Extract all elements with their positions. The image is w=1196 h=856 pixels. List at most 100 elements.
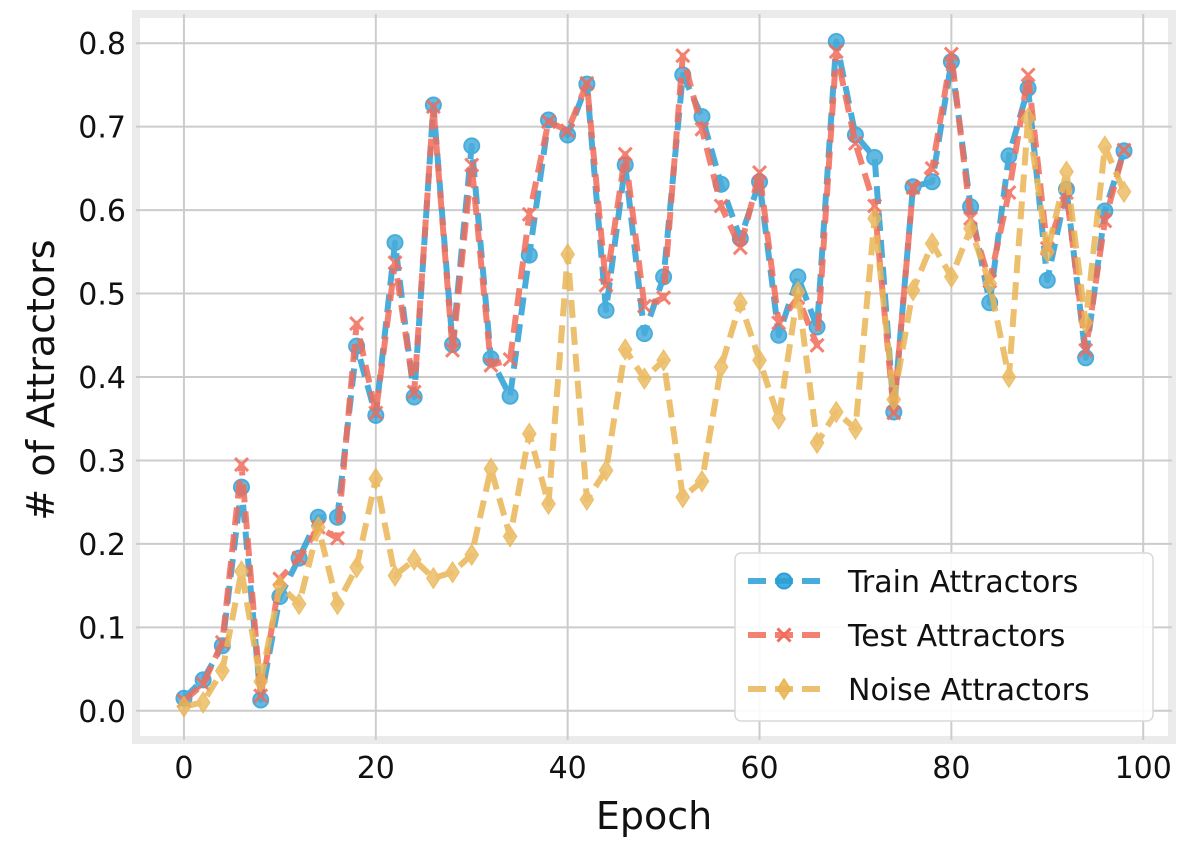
data-point-noise (617, 338, 633, 361)
data-point-noise (809, 431, 825, 455)
y-tick-label: 0.7 (78, 111, 126, 146)
data-point-noise (886, 388, 902, 411)
x-axis-label: Epoch (596, 794, 712, 838)
data-point-test (521, 206, 537, 222)
data-point-noise (982, 272, 998, 295)
data-point-noise (291, 592, 307, 616)
data-point-test (732, 240, 748, 256)
data-point-noise (943, 265, 959, 289)
data-point-noise (867, 207, 883, 230)
data-point-test (809, 337, 825, 353)
data-point-test (502, 351, 518, 368)
x-tick-label: 20 (357, 751, 395, 786)
legend-marker-train (775, 572, 793, 590)
data-point-noise (732, 291, 748, 315)
data-point-test (349, 316, 365, 332)
data-point-test (694, 121, 710, 137)
data-point-noise (790, 280, 806, 304)
data-point-noise (752, 348, 767, 372)
data-point-noise (1039, 240, 1055, 264)
data-point-test (444, 342, 461, 358)
data-point-test (675, 48, 691, 64)
data-point-noise (637, 367, 652, 391)
data-point-train (923, 173, 941, 191)
y-tick-label: 0.3 (78, 444, 126, 479)
data-point-noise (1001, 365, 1017, 389)
data-point-noise (1078, 311, 1094, 335)
data-point-test (195, 676, 211, 692)
data-point-train (386, 234, 404, 252)
data-point-noise (905, 278, 921, 302)
y-tick-label: 0.4 (78, 361, 126, 396)
data-point-noise (771, 407, 787, 431)
data-point-test (828, 43, 844, 60)
data-point-noise (445, 560, 460, 584)
y-tick-label: 0.2 (78, 528, 126, 563)
data-point-test (905, 180, 921, 196)
series-test (176, 43, 1132, 709)
data-point-noise (1020, 106, 1036, 130)
data-point-train (501, 387, 519, 405)
data-point-noise (848, 417, 863, 441)
data-point-test (713, 198, 729, 214)
y-tick-label: 0.1 (78, 611, 126, 646)
data-point-noise (828, 400, 844, 424)
data-point-test (751, 164, 768, 181)
x-tick-label: 60 (740, 751, 778, 786)
data-point-noise (560, 242, 576, 266)
data-point-noise (272, 574, 288, 597)
x-tick-label: 100 (1115, 751, 1172, 786)
data-point-noise (483, 457, 499, 481)
data-point-test (1001, 185, 1017, 201)
data-point-test (943, 46, 959, 62)
data-point-noise (310, 515, 326, 539)
data-point-noise (349, 555, 365, 579)
data-point-test (1097, 213, 1113, 229)
data-point-noise (406, 548, 422, 572)
data-point-noise (330, 592, 345, 616)
data-point-test (291, 550, 307, 566)
data-point-train (367, 406, 385, 424)
series-layer (175, 33, 1133, 718)
legend-label-train: Train Attractors (847, 565, 1078, 600)
data-point-test (387, 255, 403, 271)
series-line-noise (183, 115, 1127, 710)
data-point-noise (963, 217, 978, 240)
data-point-noise (1097, 135, 1113, 159)
data-point-train (1038, 271, 1056, 289)
data-point-noise (1059, 160, 1074, 184)
data-point-test (1020, 67, 1036, 83)
legend-box (734, 552, 1154, 722)
data-point-train (635, 325, 653, 343)
legend: Train Attractors Test Attractors Noise A… (734, 552, 1154, 722)
data-point-noise (675, 485, 691, 509)
data-point-noise (234, 560, 249, 583)
data-point-test (368, 405, 384, 421)
y-tick-label: 0.0 (78, 695, 126, 730)
data-point-noise (656, 348, 671, 372)
data-point-noise (502, 525, 518, 548)
data-point-noise (694, 469, 710, 493)
data-point-test (1078, 342, 1094, 358)
data-point-noise (253, 670, 269, 693)
legend-marker-test (776, 627, 792, 643)
data-point-test (867, 198, 883, 214)
legend-label-noise: Noise Attractors (848, 673, 1090, 708)
data-point-test (540, 114, 557, 130)
data-point-noise (598, 459, 614, 482)
data-point-test (233, 457, 250, 473)
legend-swatches (748, 572, 820, 701)
x-tick-label: 80 (932, 751, 970, 786)
data-point-noise (214, 659, 230, 683)
data-point-test (1116, 142, 1132, 158)
data-point-noise (425, 566, 441, 590)
data-point-noise (368, 467, 384, 491)
data-point-noise (579, 488, 595, 512)
legend-marker-noise (776, 677, 792, 701)
data-point-noise (521, 422, 537, 446)
series-line-test (182, 48, 1127, 704)
data-point-noise (713, 355, 729, 379)
data-point-noise (1116, 180, 1132, 204)
y-axis-label: # of Attractors (19, 239, 63, 520)
